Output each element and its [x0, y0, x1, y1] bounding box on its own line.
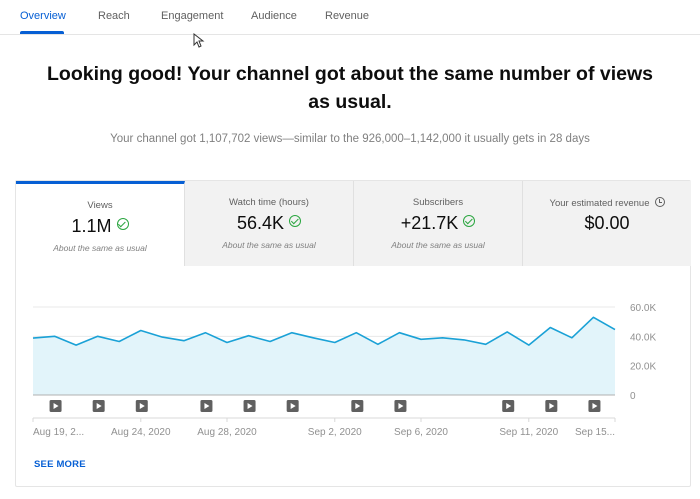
check-circle-icon: [116, 218, 129, 230]
x-tick-label: Sep 2, 2020: [308, 427, 362, 438]
check-circle-icon: [463, 215, 476, 227]
video-marker-play-icon[interactable]: [135, 400, 148, 412]
views-summary: Your channel got 1,107,702 views—similar…: [110, 133, 590, 145]
y-tick-label: 0: [630, 391, 636, 402]
metric-tab-subscribers[interactable]: Subscribers +21.7K About the same as usu…: [354, 181, 523, 266]
metric-value: $0.00: [584, 213, 630, 233]
see-more-link[interactable]: SEE MORE: [34, 459, 86, 470]
video-marker-play-icon[interactable]: [49, 400, 62, 412]
tab-revenue[interactable]: Revenue: [325, 10, 370, 22]
metric-value: 1.1M: [16, 216, 184, 237]
tab-reach[interactable]: Reach: [98, 10, 130, 22]
video-marker-play-icon[interactable]: [243, 400, 256, 412]
metric-note: About the same as usual: [222, 240, 316, 250]
metric-note: About the same as usual: [53, 243, 147, 253]
y-tick-label: 60.0K: [630, 303, 656, 314]
metric-value: +21.7K: [354, 213, 522, 234]
views-line: [32, 316, 616, 346]
video-marker-play-icon[interactable]: [588, 400, 601, 412]
x-tick-label: Sep 11, 2020: [499, 427, 558, 438]
tab-overview[interactable]: Overview: [20, 10, 66, 22]
x-tick-label: Aug 19, 2...: [33, 427, 84, 438]
active-tab-indicator: [20, 31, 64, 34]
metric-label: Views: [87, 200, 113, 211]
x-tick-label: Sep 15...: [575, 427, 615, 438]
tab-engagement[interactable]: Engagement: [161, 10, 224, 22]
metric-value-text: 56.4K: [236, 213, 285, 233]
metrics-card: Views 1.1M About the same as usual Watch…: [15, 180, 691, 487]
tab-audience[interactable]: Audience: [251, 10, 297, 22]
analytics-tab-bar: Overview Reach Engagement Audience Reven…: [0, 0, 700, 35]
metric-value-text: +21.7K: [400, 213, 459, 233]
metric-label: Your estimated revenue: [523, 197, 691, 209]
x-tick-label: Sep 6, 2020: [394, 427, 448, 438]
metric-note: About the same as usual: [391, 240, 485, 250]
metric-tab-watch-time[interactable]: Watch time (hours) 56.4K About the same …: [185, 181, 354, 266]
x-tick-label: Aug 24, 2020: [111, 427, 171, 438]
video-marker-play-icon[interactable]: [351, 400, 364, 412]
metric-value-text: 1.1M: [71, 216, 112, 236]
video-marker-play-icon[interactable]: [92, 400, 105, 412]
page-headline: Looking good! Your channel got about the…: [47, 63, 653, 113]
video-marker-play-icon[interactable]: [545, 400, 558, 412]
y-tick-label: 40.0K: [630, 332, 656, 343]
metric-label: Watch time (hours): [229, 197, 309, 208]
y-tick-label: 20.0K: [630, 362, 656, 373]
video-marker-play-icon[interactable]: [394, 400, 407, 412]
video-marker-play-icon[interactable]: [200, 400, 213, 412]
metric-label: Subscribers: [412, 197, 464, 208]
metric-tab-revenue[interactable]: Your estimated revenue $0.00: [523, 181, 691, 266]
video-marker-play-icon[interactable]: [286, 400, 299, 412]
check-circle-icon: [289, 215, 302, 227]
metric-tab-views[interactable]: Views 1.1M About the same as usual: [16, 181, 185, 266]
clock-icon: [654, 197, 665, 207]
x-tick-label: Aug 28, 2020: [197, 427, 257, 438]
mouse-cursor-icon: [193, 33, 205, 48]
video-marker-play-icon[interactable]: [502, 400, 515, 412]
metric-label-text: Your estimated revenue: [549, 198, 650, 209]
area-fill: [33, 317, 615, 395]
metric-value: 56.4K: [185, 213, 353, 234]
